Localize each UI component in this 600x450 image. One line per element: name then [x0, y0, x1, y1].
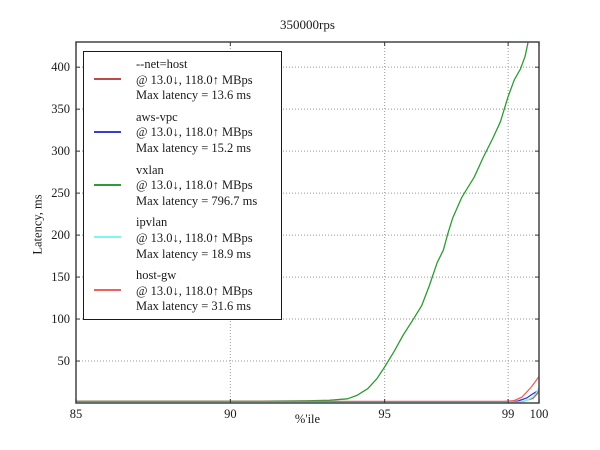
series-line-host-gw: [76, 376, 539, 403]
vxlan-line-swatch: [94, 183, 121, 186]
ytick-label-200: 200: [51, 228, 70, 242]
xtick-label-95: 95: [378, 407, 391, 421]
legend-swatch-column: [84, 163, 136, 210]
xtick-label-100: 100: [530, 407, 549, 421]
legend-entry-host-gw: host-gw @ 13.0↓, 118.0↑ MBps Max latency…: [84, 268, 281, 315]
series-max-latency: Max latency = 13.6 ms: [136, 88, 252, 103]
legend-box: --net=host @ 13.0↓, 118.0↑ MBps Max late…: [83, 51, 282, 320]
plot-frame: [75, 41, 540, 404]
series-line-vxlan: [76, 42, 529, 402]
series-rate: @ 13.0↓, 118.0↑ MBps: [136, 178, 253, 193]
series-max-latency: Max latency = 796.7 ms: [136, 193, 258, 208]
legend-entry-aws-vpc: aws-vpc @ 13.0↓, 118.0↑ MBps Max latency…: [84, 110, 281, 157]
ytick-label-150: 150: [51, 270, 70, 284]
ytick-label-400: 400: [51, 60, 70, 74]
legend-entry-text: aws-vpc @ 13.0↓, 118.0↑ MBps Max latency…: [136, 110, 253, 157]
x-axis-label: %'ile: [294, 412, 321, 426]
legend-swatch-column: [84, 57, 136, 104]
host-gw-line-swatch: [94, 289, 121, 292]
series-name: host-gw: [136, 268, 177, 283]
ytick-label-300: 300: [51, 144, 70, 158]
series-rate: @ 13.0↓, 118.0↑ MBps: [136, 72, 253, 87]
legend-entry-net-host: --net=host @ 13.0↓, 118.0↑ MBps Max late…: [84, 57, 281, 104]
series-line-ipvlan: [76, 386, 539, 403]
net-host-line-swatch: [94, 78, 121, 80]
chart-title: 350000rps: [280, 17, 335, 32]
series-line-aws-vpc: [76, 389, 539, 403]
series-rate: @ 13.0↓, 118.0↑ MBps: [136, 230, 253, 245]
legend-entry-text: --net=host @ 13.0↓, 118.0↑ MBps Max late…: [136, 57, 253, 104]
ytick-label-250: 250: [51, 186, 70, 200]
ytick-label-100: 100: [51, 312, 70, 326]
series-name: ipvlan: [136, 215, 168, 230]
legend-entry-ipvlan: ipvlan @ 13.0↓, 118.0↑ MBps Max latency …: [84, 215, 281, 262]
series-name: aws-vpc: [136, 109, 178, 124]
series-rate: @ 13.0↓, 118.0↑ MBps: [136, 283, 253, 298]
series-name: --net=host: [136, 57, 188, 71]
series-max-latency: Max latency = 15.2 ms: [136, 140, 252, 155]
xtick-label-85: 85: [70, 407, 83, 421]
legend-swatch-column: [84, 268, 136, 315]
xtick-label-90: 90: [224, 407, 237, 421]
series-name: vxlan: [136, 162, 164, 177]
legend-entry-text: host-gw @ 13.0↓, 118.0↑ MBps Max latency…: [136, 268, 253, 315]
y-axis-label: Latency, ms: [30, 194, 45, 255]
series-rate: @ 13.0↓, 118.0↑ MBps: [136, 125, 253, 140]
xtick-label-99: 99: [502, 407, 515, 421]
series-max-latency: Max latency = 31.6 ms: [136, 299, 252, 314]
legend-entry-text: ipvlan @ 13.0↓, 118.0↑ MBps Max latency …: [136, 215, 253, 262]
ytick-label-350: 350: [51, 102, 70, 116]
ipvlan-line-swatch: [94, 236, 121, 239]
legend-entry-text: vxlan @ 13.0↓, 118.0↑ MBps Max latency =…: [136, 163, 257, 210]
ytick-label-50: 50: [58, 354, 71, 368]
aws-vpc-line-swatch: [94, 130, 121, 133]
series-max-latency: Max latency = 18.9 ms: [136, 246, 252, 261]
legend-swatch-column: [84, 110, 136, 157]
legend-swatch-column: [84, 215, 136, 262]
legend-entry-vxlan: vxlan @ 13.0↓, 118.0↑ MBps Max latency =…: [84, 163, 281, 210]
